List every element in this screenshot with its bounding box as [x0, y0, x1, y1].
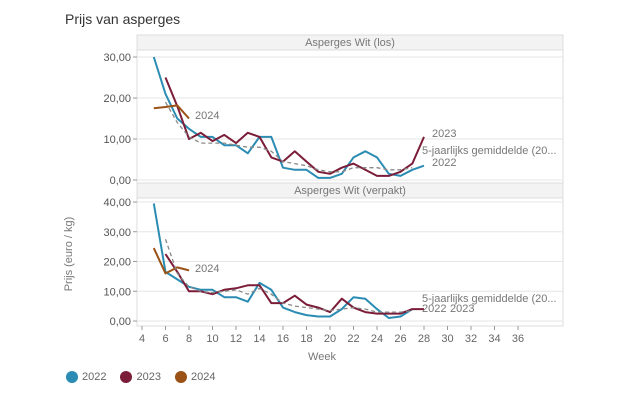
- series-end-label: 2022: [422, 303, 446, 315]
- y-tick-label: 20,00: [103, 93, 131, 105]
- series-end-label: 2023: [432, 128, 456, 140]
- y-tick-label: 30,00: [103, 227, 131, 239]
- series-line-2022: [152, 203, 413, 319]
- x-axis-label: Week: [308, 351, 336, 363]
- x-tick-label: 4: [139, 333, 145, 345]
- x-tick-label: 24: [371, 333, 383, 345]
- x-tick-label: 32: [465, 333, 477, 345]
- legend-swatch-icon: [66, 371, 78, 383]
- series-line-2023: [164, 253, 424, 315]
- x-tick-label: 28: [418, 333, 430, 345]
- series-end-label: 2022: [432, 157, 456, 169]
- x-tick-label: 30: [441, 333, 453, 345]
- series-line-2024: [152, 247, 190, 275]
- y-tick-label: 0,00: [110, 316, 131, 328]
- x-tick-label: 12: [230, 333, 242, 345]
- x-tick-label: 10: [206, 333, 218, 345]
- legend-label: 2024: [190, 371, 216, 383]
- x-tick-label: 14: [253, 333, 265, 345]
- legend-item-2022[interactable]: 2022: [66, 371, 106, 383]
- legend-item-2023[interactable]: 2023: [120, 371, 161, 383]
- legend-item-2024[interactable]: 2024: [174, 371, 216, 383]
- series-line-2022: [152, 56, 425, 179]
- x-tick-label: 6: [162, 333, 168, 345]
- legend: 2022 2023 2024: [66, 371, 215, 383]
- series-line-2024: [153, 104, 190, 120]
- legend-label: 2023: [136, 371, 161, 383]
- panel-frame: [136, 34, 564, 184]
- series-end-label: 2024: [195, 110, 219, 122]
- y-tick-label: 10,00: [103, 134, 131, 146]
- y-tick-label: 0,00: [110, 175, 131, 187]
- series-end-label: 5-jaarlijks gemiddelde (20...: [422, 293, 557, 305]
- x-tick-label: 36: [512, 333, 524, 345]
- y-tick-label: 20,00: [103, 257, 131, 269]
- series-line-5-jaarlijks-gemiddelde-20-: [164, 238, 413, 313]
- y-tick-label: 10,00: [103, 286, 131, 298]
- x-tick-label: 18: [300, 333, 312, 345]
- chart-title: Prijs van asperges: [65, 11, 181, 27]
- x-tick-label: 16: [277, 333, 289, 345]
- x-tick-label: 26: [394, 333, 406, 345]
- x-tick-label: 8: [186, 333, 192, 345]
- series-end-label: 2023: [450, 303, 474, 315]
- legend-swatch-icon: [174, 371, 187, 383]
- panel-title: Asperges Wit (verpakt): [294, 185, 406, 197]
- panel-header: [136, 182, 564, 199]
- series-end-label: 2024: [195, 263, 219, 275]
- x-tick-label: 22: [347, 333, 359, 345]
- series-line-5-jaarlijks-gemiddelde-20-: [164, 101, 413, 173]
- series-line-2023: [164, 77, 425, 177]
- panel-title: Asperges Wit (los): [305, 37, 395, 49]
- panel-header: [136, 34, 564, 51]
- y-tick-label: 30,00: [103, 52, 131, 64]
- x-tick-label: 34: [488, 333, 500, 345]
- series-end-label: 5-jaarlijks gemiddelde (20...: [422, 145, 557, 157]
- x-tick-label: 20: [324, 333, 336, 345]
- legend-swatch-icon: [120, 371, 133, 383]
- legend-label: 2022: [82, 371, 107, 383]
- y-axis-label: Prijs (euro / kg): [63, 217, 75, 292]
- y-tick-label: 40,00: [103, 197, 131, 209]
